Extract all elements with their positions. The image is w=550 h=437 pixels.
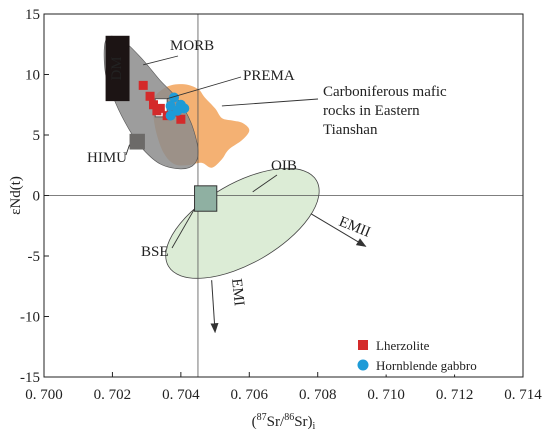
x-axis-label-part-2: 87 bbox=[257, 412, 267, 423]
x-axis-label: (87Sr/86Sr)i bbox=[252, 412, 316, 432]
legend-box bbox=[353, 333, 521, 375]
x-tick-label: 0. 710 bbox=[367, 387, 405, 403]
fields-layer bbox=[103, 35, 320, 279]
x-axis-label-part-4: 86 bbox=[284, 412, 294, 423]
hornblende-gabbro-point bbox=[169, 92, 180, 103]
y-axis-label: εNd(t) bbox=[8, 176, 24, 215]
x-axis-label-part-3: Sr/ bbox=[267, 414, 285, 430]
annotations-layer: MORB PREMA Carboniferous mafic rocks in Eas… bbox=[87, 38, 447, 334]
prema-leader bbox=[167, 76, 242, 100]
hornblende-gabbro-point bbox=[179, 103, 190, 114]
bse-box bbox=[194, 185, 218, 212]
x-axis-label-part-6: i bbox=[313, 421, 316, 432]
emii-arrow bbox=[310, 213, 367, 247]
morb-leader bbox=[143, 55, 179, 66]
x-tick-label: 0. 704 bbox=[162, 387, 200, 403]
morb-label: MORB bbox=[170, 38, 214, 54]
oib-label: OIB bbox=[271, 158, 297, 174]
lherzolite-point bbox=[176, 114, 186, 124]
oib-leader bbox=[252, 174, 278, 193]
x-tick-label: 0. 714 bbox=[504, 387, 542, 403]
legend: Lherzolite Hornblende gabbro bbox=[353, 333, 521, 375]
lherzolite-point bbox=[152, 106, 162, 116]
x-tick-label: 0. 702 bbox=[94, 387, 132, 403]
prema-label: PREMA bbox=[243, 68, 295, 84]
dm-label: DM bbox=[109, 56, 125, 80]
dm-box bbox=[105, 35, 130, 102]
x-tick-label: 0. 706 bbox=[231, 387, 269, 403]
y-tick-label: -5 bbox=[28, 249, 41, 265]
carboniferous-label-line-1: Carboniferous mafic bbox=[323, 84, 447, 100]
emii-label: EMII bbox=[337, 214, 373, 241]
himu-label: HIMU bbox=[87, 150, 127, 166]
y-tick-label: -10 bbox=[20, 310, 40, 326]
y-tick-label: 15 bbox=[25, 7, 40, 23]
himu-leader bbox=[125, 144, 130, 156]
x-tick-label: 0. 700 bbox=[25, 387, 63, 403]
emi-label: EMI bbox=[228, 278, 247, 307]
carboniferous-leader bbox=[221, 98, 319, 107]
lherzolite-point bbox=[145, 91, 155, 101]
axes-layer: 0. 700 0. 702 0. 704 0. 706 0. 708 0. 710 0. 7… bbox=[8, 7, 542, 432]
y-tick-label: -15 bbox=[20, 370, 40, 386]
himu-box bbox=[129, 133, 145, 150]
legend-hornblende-gabbro-marker bbox=[357, 359, 369, 371]
y-tick-label: 10 bbox=[25, 68, 40, 84]
legend-lherzolite-marker bbox=[358, 340, 368, 350]
hornblende-gabbro-point bbox=[165, 110, 176, 121]
y-tick-label: 0 bbox=[33, 189, 41, 205]
x-tick-label: 0. 712 bbox=[436, 387, 474, 403]
legend-label-lherzolite: Lherzolite bbox=[376, 338, 430, 353]
legend-label-hornblende-gabbro: Hornblende gabbro bbox=[376, 358, 477, 373]
emi-arrow bbox=[210, 280, 219, 334]
lherzolite-point bbox=[138, 80, 148, 90]
series-layer bbox=[138, 80, 190, 124]
x-axis-label-part-5: Sr) bbox=[294, 414, 312, 430]
carboniferous-label-line-2: rocks in Eastern bbox=[323, 103, 420, 119]
bse-leader bbox=[171, 208, 195, 249]
lherzolite-point bbox=[148, 100, 158, 110]
x-tick-label: 0. 708 bbox=[299, 387, 337, 403]
carboniferous-label-line-3: Tianshan bbox=[323, 122, 378, 138]
y-tick-label: 5 bbox=[33, 128, 41, 144]
x-axis-label-part-1: ( bbox=[252, 414, 257, 430]
bse-label: BSE bbox=[141, 244, 169, 260]
